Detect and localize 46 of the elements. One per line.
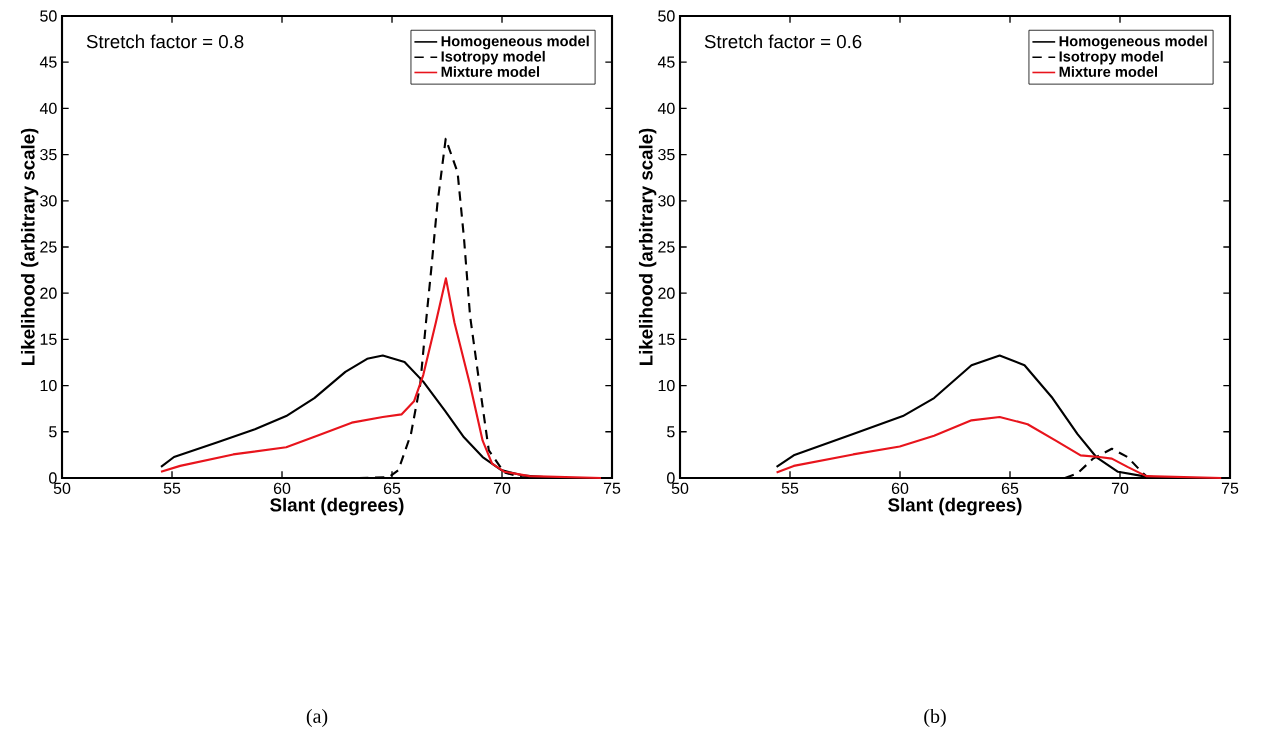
x-axis-title: Slant (degrees) xyxy=(888,497,1022,516)
x-tick-label: 55 xyxy=(163,482,181,494)
y-tick-label: 25 xyxy=(40,241,57,253)
y-tick-label: 30 xyxy=(40,195,57,207)
y-tick-label: 50 xyxy=(40,10,57,22)
y-tick-label: 20 xyxy=(40,287,57,299)
text: (a) xyxy=(306,708,328,728)
y-tick-label: 5 xyxy=(49,426,57,438)
x-axis-title: Slant (degrees) xyxy=(270,497,404,516)
y-tick-label: 5 xyxy=(667,426,675,438)
text: (b) xyxy=(924,708,946,728)
legend-label: Homogeneous model xyxy=(441,35,589,50)
y-tick-label: 50 xyxy=(658,10,675,22)
annotation: Stretch factor = 0.6 xyxy=(704,34,862,49)
y-tick-label: 10 xyxy=(40,379,57,392)
legend-label: Mixture model xyxy=(441,66,540,77)
x-tick-label: 60 xyxy=(273,482,291,495)
x-tick-label: 65 xyxy=(383,482,401,495)
y-tick-label: 45 xyxy=(657,56,675,68)
y-tick-label: 45 xyxy=(39,56,57,68)
legend-label: Isotropy model xyxy=(1059,50,1163,65)
x-tick-label: 75 xyxy=(1221,482,1239,494)
x-tick-label: 70 xyxy=(1111,482,1129,495)
y-tick-label: 0 xyxy=(667,472,675,484)
y-tick-label: 15 xyxy=(40,333,57,345)
y-tick-label: 35 xyxy=(40,148,57,161)
x-tick-label: 75 xyxy=(603,482,621,494)
y-axis-title: Likelihood (arbitrary scale) xyxy=(638,128,657,366)
y-axis-title: Likelihood (arbitrary scale) xyxy=(20,128,39,366)
x-tick-label: 70 xyxy=(493,482,511,495)
x-tick-label: 55 xyxy=(781,482,799,494)
y-tick-label: 40 xyxy=(39,102,57,115)
legend-label: Isotropy model xyxy=(441,50,545,65)
x-tick-label: 65 xyxy=(1001,482,1019,495)
y-tick-label: 20 xyxy=(658,287,675,299)
legend-label: Homogeneous model xyxy=(1059,35,1207,50)
y-tick-label: 35 xyxy=(658,148,675,161)
y-tick-label: 40 xyxy=(657,102,675,115)
legend-label: Mixture model xyxy=(1059,66,1158,77)
y-tick-label: 30 xyxy=(658,195,675,207)
y-tick-label: 15 xyxy=(658,333,675,345)
y-tick-label: 0 xyxy=(49,472,57,484)
y-tick-label: 25 xyxy=(658,241,675,253)
annotation: Stretch factor = 0.8 xyxy=(86,34,244,49)
y-tick-label: 10 xyxy=(658,379,675,392)
x-tick-label: 60 xyxy=(891,482,909,495)
